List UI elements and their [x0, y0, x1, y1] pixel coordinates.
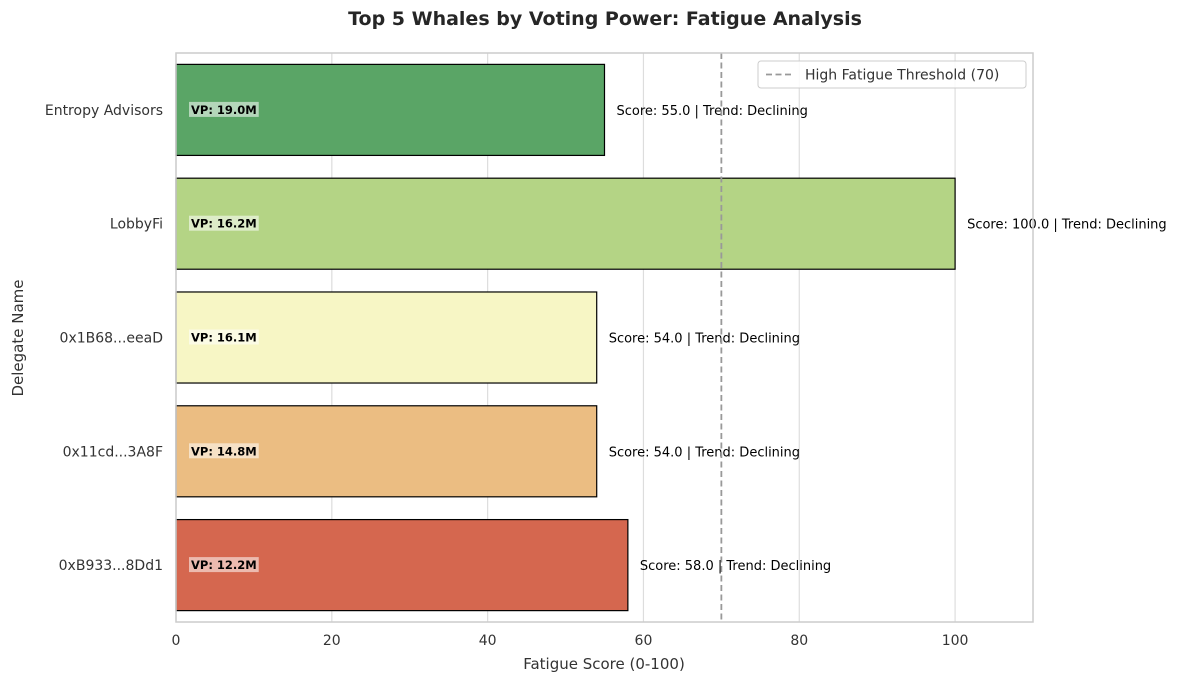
legend-entry: High Fatigue Threshold (70): [805, 68, 999, 84]
vp-label-group: VP: 14.8M: [189, 443, 259, 459]
y-axis-label: Delegate Name: [9, 279, 27, 396]
vp-label-group: VP: 16.1M: [189, 329, 259, 345]
bar-annotation: Score: 55.0 | Trend: Declining: [617, 104, 808, 119]
vp-label-group: VP: 12.2M: [189, 557, 259, 573]
plot-frame: [175, 52, 1034, 623]
vp-label: VP: 16.1M: [191, 331, 257, 345]
legend: High Fatigue Threshold (70): [757, 60, 1027, 89]
bar-annotation: Score: 58.0 | Trend: Declining: [640, 559, 831, 574]
x-axis-label: Fatigue Score (0-100): [523, 655, 685, 673]
x-tick-label: 60: [635, 633, 653, 649]
legend-box: [757, 60, 1027, 89]
bar: [175, 177, 956, 270]
bar-annotation: Score: 54.0 | Trend: Declining: [609, 445, 800, 460]
plot-area: VP: 19.0M Score: 55.0 | Trend: Declining E…: [45, 52, 1167, 649]
bar-annotation: Score: 100.0 | Trend: Declining: [967, 218, 1167, 233]
vp-label: VP: 19.0M: [191, 103, 257, 117]
y-tick-label: LobbyFi: [110, 217, 163, 233]
vp-label: VP: 12.2M: [191, 558, 257, 572]
vp-label-background: [189, 215, 259, 231]
vp-label-background: [189, 101, 259, 117]
chart-title: Top 5 Whales by Voting Power: Fatigue An…: [348, 8, 862, 30]
y-tick-label: 0x11cd...3A8F: [63, 444, 163, 460]
x-tick-label: 80: [790, 633, 808, 649]
y-tick-label: 0x1B68...eeaD: [60, 331, 163, 347]
x-tick-label: 100: [942, 633, 969, 649]
y-tick-label: Entropy Advisors: [45, 103, 163, 119]
x-tick-label: 40: [479, 633, 497, 649]
vp-label: VP: 14.8M: [191, 444, 257, 458]
vp-label-background: [189, 557, 259, 573]
x-tick-label: 0: [172, 633, 181, 649]
vp-label-group: VP: 19.0M: [189, 101, 259, 117]
bar-annotation: Score: 54.0 | Trend: Declining: [609, 332, 800, 347]
vp-label-background: [189, 329, 259, 345]
vp-label: VP: 16.2M: [191, 217, 257, 231]
vp-label-group: VP: 16.2M: [189, 215, 259, 231]
x-tick-label: 20: [323, 633, 341, 649]
bar: [175, 291, 598, 384]
vp-label-background: [189, 443, 259, 459]
y-tick-label: 0xB933...8Dd1: [59, 558, 163, 574]
